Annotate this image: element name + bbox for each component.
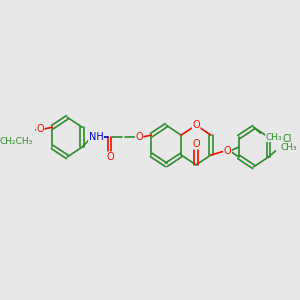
Text: O: O — [135, 132, 143, 142]
Text: CH₂CH₃: CH₂CH₃ — [0, 136, 33, 146]
Text: NH: NH — [89, 132, 104, 142]
Text: O: O — [224, 146, 231, 156]
Text: O: O — [36, 124, 44, 134]
Text: CH₃: CH₃ — [280, 142, 297, 152]
Text: CH₃: CH₃ — [266, 133, 282, 142]
Text: Cl: Cl — [282, 134, 292, 144]
Text: O: O — [192, 120, 200, 130]
Text: O: O — [106, 152, 114, 162]
Text: O: O — [192, 139, 200, 149]
